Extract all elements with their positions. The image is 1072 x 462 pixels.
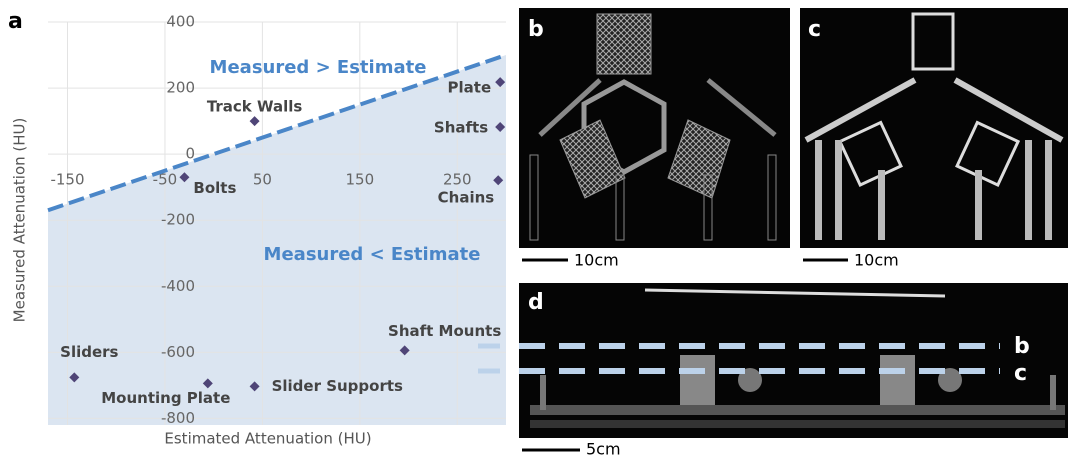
x-tick-label: 150: [346, 171, 375, 189]
point: [250, 116, 260, 126]
x-tick-label: 250: [443, 171, 472, 189]
point-label: Chains: [438, 189, 495, 207]
image-panel-b: b 10cm: [519, 8, 790, 270]
annotation: Measured < Estimate: [264, 244, 481, 265]
line-label: b: [1014, 334, 1030, 359]
x-tick-label: -150: [50, 171, 84, 189]
y-tick-label: -800: [161, 409, 195, 427]
panel-label: c: [808, 17, 821, 42]
point-label: Plate: [448, 79, 492, 97]
scale-bar-label: 10cm: [574, 251, 619, 270]
y-tick-label: 200: [166, 79, 195, 97]
figure: 4002000-200-400-600-800-150-5050150250Me…: [0, 0, 1072, 458]
point-label: Slider Supports: [272, 377, 403, 395]
y-tick-label: -600: [161, 343, 195, 361]
point-label: Shaft Mounts: [388, 322, 501, 340]
point-label: Shafts: [434, 119, 488, 137]
scale-bar-label: 5cm: [586, 440, 621, 459]
panel-label: a: [8, 9, 23, 34]
x-axis-label: Estimated Attenuation (HU): [164, 430, 371, 448]
scale-bar-label: 10cm: [854, 251, 899, 270]
image-panel-c: c 10cm: [800, 8, 1068, 270]
panel-label: b: [528, 17, 544, 42]
x-tick-label: 50: [253, 171, 272, 189]
y-tick-label: -400: [161, 277, 195, 295]
y-tick-label: -200: [161, 211, 195, 229]
panel-label: d: [528, 290, 544, 315]
annotation: Measured > Estimate: [210, 57, 427, 78]
line-label: c: [1014, 361, 1027, 386]
point-label: Track Walls: [207, 98, 303, 116]
y-tick-label: 400: [166, 13, 195, 31]
point-label: Bolts: [193, 179, 236, 197]
point-label: Mounting Plate: [101, 389, 230, 407]
image-panel-d: d b c 5cm: [478, 283, 1068, 458]
point-label: Sliders: [60, 343, 118, 361]
y-axis-label: Measured Attenuation (HU): [11, 118, 29, 323]
